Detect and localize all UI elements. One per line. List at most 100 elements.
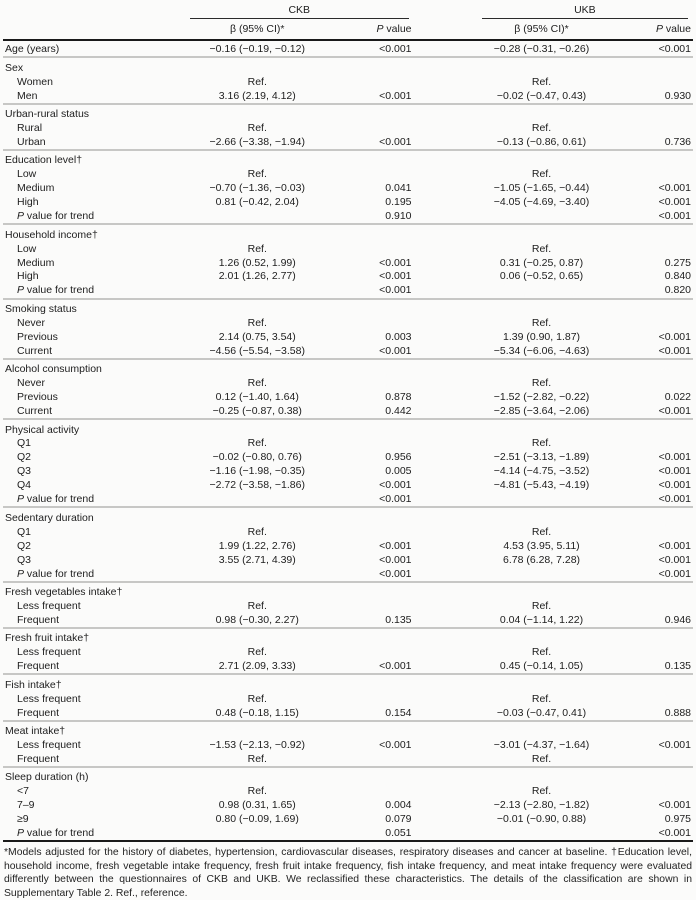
ukb-beta-value: −5.34 (−6.06, −4.63) [493, 344, 590, 357]
section-label: Smoking status [3, 297, 179, 316]
ukb-pvalue [612, 752, 693, 767]
ckb-beta-value [178, 418, 336, 437]
spacer-cell [413, 673, 471, 692]
ukb-beta-header: β (95% CI)* [470, 20, 613, 41]
ckb-pvalue: 0.878 [385, 391, 412, 404]
section-row: Fish intake† [3, 673, 693, 692]
row-label: ≥9 [17, 813, 29, 826]
ukb-pvalue: <0.001 [658, 553, 691, 566]
row-label: Less frequent [17, 646, 81, 659]
ukb-beta-value: Ref. [531, 75, 552, 88]
ckb-pvalue: <0.001 [379, 284, 412, 297]
ckb-pvalue: 0.004 [385, 799, 412, 812]
ckb-beta-value: 2.01 (1.26, 2.77) [218, 270, 296, 283]
row-label: Never [17, 377, 46, 390]
ckb-pvalue [335, 506, 414, 525]
ckb-pvalue: 0.956 [385, 451, 412, 464]
ukb-pvalue: 0.946 [664, 613, 691, 626]
table-row: Q3 −1.16 (−1.98, −0.35) 0.005 −4.14 (−4.75,… [3, 464, 693, 478]
table-row: Q1 Ref. Ref. [3, 525, 693, 539]
table-row: Medium −0.70 (−1.36, −0.03) 0.041 −1.05 (−1… [3, 181, 693, 195]
ckb-beta-value [178, 148, 336, 168]
spacer-cell [414, 812, 471, 826]
row-label: Less frequent [17, 739, 81, 752]
p-italic: P [655, 23, 663, 35]
spacer-cell [414, 798, 471, 812]
ckb-pvalue [335, 148, 414, 168]
spacer-cell [414, 613, 471, 628]
ckb-beta-value: Ref. [247, 121, 267, 134]
row-label: <7 [17, 785, 29, 798]
ukb-pvalue: <0.001 [658, 465, 691, 478]
ckb-pvalue [335, 673, 414, 692]
spacer-cell [414, 242, 471, 256]
row-label: Frequent [17, 613, 60, 626]
row-label-header [3, 20, 179, 41]
table-row: Women Ref. Ref. [3, 75, 693, 89]
table-row: High 0.81 (−0.42, 2.04) 0.195 −4.05 (−4.69,… [3, 195, 693, 209]
ckb-pvalue [336, 242, 414, 256]
ckb-beta-value: Ref. [247, 168, 267, 181]
table-row: Less frequent Ref. Ref. [3, 599, 693, 613]
ckb-beta-value [178, 56, 336, 75]
ckb-beta-value: −0.70 (−1.36, −0.03) [209, 182, 305, 195]
spacer-cell [414, 2, 471, 20]
ckb-pvalue [336, 692, 414, 706]
section-label: Sex [3, 56, 179, 75]
ckb-beta-value: 2.71 (2.09, 3.33) [218, 660, 296, 673]
row-label: Rural [17, 121, 43, 134]
ckb-beta-value: 0.12 (−1.40, 1.64) [215, 391, 299, 404]
ckb-pvalue: <0.001 [379, 539, 412, 552]
table-row: Current −4.56 (−5.54, −3.58) <0.001 −5.34 (… [3, 344, 693, 359]
ukb-pvalue: 0.840 [664, 270, 691, 283]
ukb-beta-value: −2.85 (−3.64, −2.06) [493, 405, 590, 418]
row-label: Current [17, 344, 53, 357]
ckb-beta-value: 2.14 (0.75, 3.54) [218, 330, 296, 343]
ukb-beta-value [470, 626, 613, 646]
ckb-beta-value: 3.55 (2.71, 4.39) [218, 553, 296, 566]
ukb-beta-value: −3.01 (−4.37, −1.64) [493, 739, 590, 752]
trend-label-rest: value for trend [24, 493, 95, 506]
ukb-beta-value [471, 284, 612, 299]
p-italic: P [376, 23, 384, 35]
row-label: Low [17, 168, 37, 181]
table-row: Rural Ref. Ref. [3, 121, 693, 135]
row-label: Medium [17, 256, 55, 269]
ckb-beta-value: 1.26 (0.52, 1.99) [218, 256, 296, 269]
ukb-pvalue: 0.888 [664, 706, 691, 719]
ckb-pvalue [336, 752, 414, 767]
ckb-pvalue [336, 316, 414, 330]
ukb-pvalue: <0.001 [658, 210, 691, 223]
ukb-beta-value: −4.14 (−4.75, −3.52) [493, 465, 590, 478]
ukb-beta-value: Ref. [531, 599, 552, 612]
table-row: Urban −2.66 (−3.38, −1.94) <0.001 −0.13 (−0… [3, 135, 693, 150]
spacer-cell [413, 626, 471, 646]
ckb-beta-value: −1.16 (−1.98, −0.35) [209, 465, 305, 478]
spacer-cell [414, 89, 471, 104]
row-label: Urban [17, 135, 46, 148]
table-row: Frequent 0.98 (−0.30, 2.27) 0.135 0.04 (−1.… [3, 613, 693, 628]
ukb-pvalue [612, 645, 693, 659]
ukb-beta-value: Ref. [531, 377, 552, 390]
ukb-beta-value [470, 418, 613, 437]
ukb-beta-value [470, 506, 613, 525]
ukb-beta-value [470, 580, 613, 600]
ukb-beta-value: 0.45 (−0.14, 1.05) [499, 660, 584, 673]
ckb-pvalue: 0.195 [385, 196, 412, 209]
ukb-beta-value: 0.31 (−0.25, 0.87) [499, 256, 584, 269]
ckb-beta-value: 0.98 (0.31, 1.65) [218, 799, 296, 812]
table-row: Q4 −2.72 (−3.58, −1.86) <0.001 −4.81 (−5.43… [3, 478, 693, 492]
ukb-group-cell: UKB [471, 2, 693, 20]
ukb-pvalue [612, 316, 693, 330]
p-rest: value [662, 23, 691, 35]
section-label: Sleep duration (h) [3, 766, 179, 785]
ukb-beta-value: Ref. [531, 242, 552, 255]
spacer-cell [413, 148, 471, 168]
row-label: P value for trend [3, 492, 179, 507]
ukb-beta-value: Ref. [531, 437, 552, 450]
row-label: 7–9 [17, 799, 35, 812]
ukb-pvalue [612, 223, 693, 242]
ckb-pvalue: 0.079 [385, 813, 412, 826]
ckb-pvalue: <0.001 [379, 479, 412, 492]
trend-label-p: P [17, 567, 25, 580]
